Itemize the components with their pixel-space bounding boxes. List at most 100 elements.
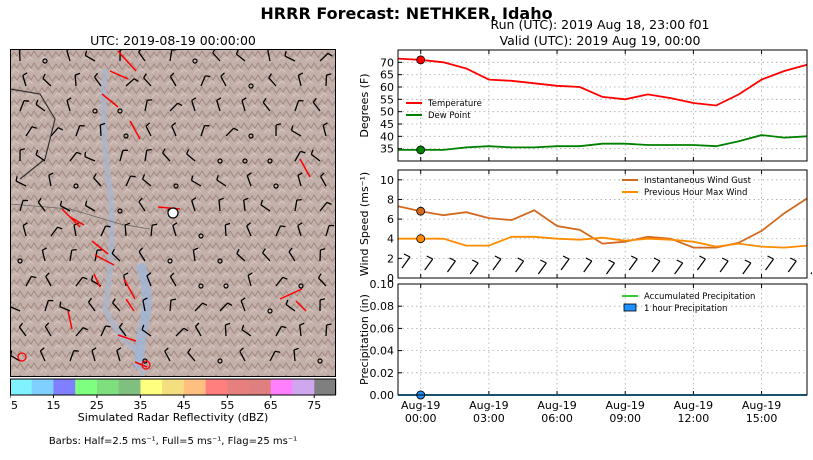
wind-barb-flag (449, 257, 456, 262)
wind-barb-flag (585, 257, 593, 262)
calm-marker (217, 358, 223, 364)
wind-barb (719, 260, 729, 273)
wind-barb (191, 179, 202, 187)
wind-barb-flag (116, 347, 122, 352)
wind-barb-flag (562, 255, 570, 260)
colorbar-cell (162, 379, 185, 395)
wind-barb-flag (31, 126, 37, 129)
wind-barb (37, 201, 46, 212)
wind-barb-flag (42, 73, 46, 79)
colorbar-tick-label: 25 (90, 399, 104, 412)
wind-barb-flag (105, 325, 111, 328)
wind-barb-flag (35, 149, 39, 155)
colorbar-label: Simulated Radar Reflectivity (dBZ) (77, 411, 269, 424)
wind-barb-flag (169, 72, 175, 77)
calm-marker (248, 133, 254, 139)
wind-barb (85, 204, 96, 212)
wind-barb (294, 151, 301, 162)
valid-line: Valid (UTC): 2019 Aug 19, 00:00 (499, 33, 701, 48)
wind-barb (66, 50, 71, 62)
wind-barb-flag (676, 259, 683, 264)
wind-barb (262, 252, 271, 262)
wind-barb-flag (195, 322, 200, 327)
colorbar-cell (270, 379, 293, 395)
wind-barb (146, 275, 152, 287)
wind-barb-flag (300, 150, 306, 154)
calm-marker (198, 233, 204, 239)
calm-marker (317, 358, 323, 364)
wind-barb (260, 204, 271, 212)
chart-panel-2: 0 2 4 6 8 10 Wind Speed (ms⁻¹) Instantaneous Wi… (358, 169, 812, 285)
wind-barb-flag (41, 247, 48, 251)
wind-barb (285, 303, 296, 312)
wind-barb (125, 78, 135, 87)
current-marker (416, 55, 426, 65)
red-wind-barb (295, 300, 307, 312)
y-tick-label: 6 (387, 213, 394, 226)
wind-barb-flag (297, 172, 303, 176)
wind-barb (186, 153, 196, 162)
wind-barb (35, 154, 46, 162)
calm-marker (242, 158, 248, 164)
wind-barb-flag (205, 75, 211, 78)
x-tick-label: Aug-19 (605, 399, 644, 412)
wind-barb (45, 276, 52, 287)
wind-barb (187, 352, 196, 362)
wind-barb-flag (218, 197, 224, 201)
colorbar-tick-label: 35 (133, 399, 147, 412)
wind-barb-flag (247, 272, 253, 276)
wind-barb (150, 225, 153, 237)
colorbar-cell (205, 379, 228, 395)
wind-barb (75, 125, 81, 137)
wind-barb-flag (22, 222, 28, 226)
wind-barb (191, 100, 196, 112)
wind-barb-flag (141, 324, 145, 330)
wind-barb-flag (216, 97, 222, 102)
wind-barb (275, 276, 284, 287)
wind-barb (269, 350, 276, 362)
wind-barb (243, 200, 246, 212)
red-wind-barb (117, 50, 137, 72)
wind-barb-flag (744, 259, 752, 264)
wind-barb-flag (630, 255, 638, 260)
y-tick-label: 65 (380, 69, 394, 82)
wind-barb-flag (48, 172, 54, 176)
wind-barb-flag (118, 322, 124, 328)
wind-barb-flag (145, 122, 151, 127)
y-tick-label: 8 (387, 193, 394, 206)
wind-barb (312, 101, 321, 112)
wind-barb-flag (275, 123, 282, 126)
wind-barb (241, 329, 252, 337)
wind-barb-flag (260, 199, 264, 206)
wind-barb-flag (138, 247, 143, 253)
wind-barb (325, 74, 328, 87)
plot-area (398, 170, 807, 278)
county-line (10, 203, 151, 230)
wind-barb (144, 100, 148, 112)
wind-barb (294, 199, 298, 212)
colorbar-cell (183, 379, 206, 395)
wind-barb (19, 100, 25, 112)
series-line (398, 134, 808, 151)
wind-barb-flag (243, 197, 249, 201)
plot-frame (397, 283, 808, 396)
chart-panel-3: 0.00 0.02 0.04 0.06 0.08 0.10 Precipitation (i… (358, 278, 808, 425)
wind-barb-flag (297, 222, 303, 227)
wind-barb (85, 55, 96, 62)
wind-barb-flag (239, 347, 244, 352)
wind-barb (25, 276, 32, 287)
wind-barb-flag (191, 97, 197, 102)
wind-barb (100, 325, 107, 337)
wind-barb-flag (310, 149, 314, 155)
wind-barb (275, 225, 282, 237)
wind-barb (138, 51, 146, 62)
barbs-note: Barbs: Half=2.5 ms⁻¹, Full=5 ms⁻¹, Flag=… (48, 436, 298, 447)
wind-barb-flag (82, 276, 88, 280)
y-tick-label: 0.00 (370, 389, 395, 402)
wind-barb (696, 258, 706, 271)
wind-barb-flag (320, 172, 325, 177)
wind-barb (100, 225, 107, 237)
calm-marker (198, 283, 204, 289)
colorbar-cell (292, 379, 315, 395)
current-marker (416, 234, 426, 244)
